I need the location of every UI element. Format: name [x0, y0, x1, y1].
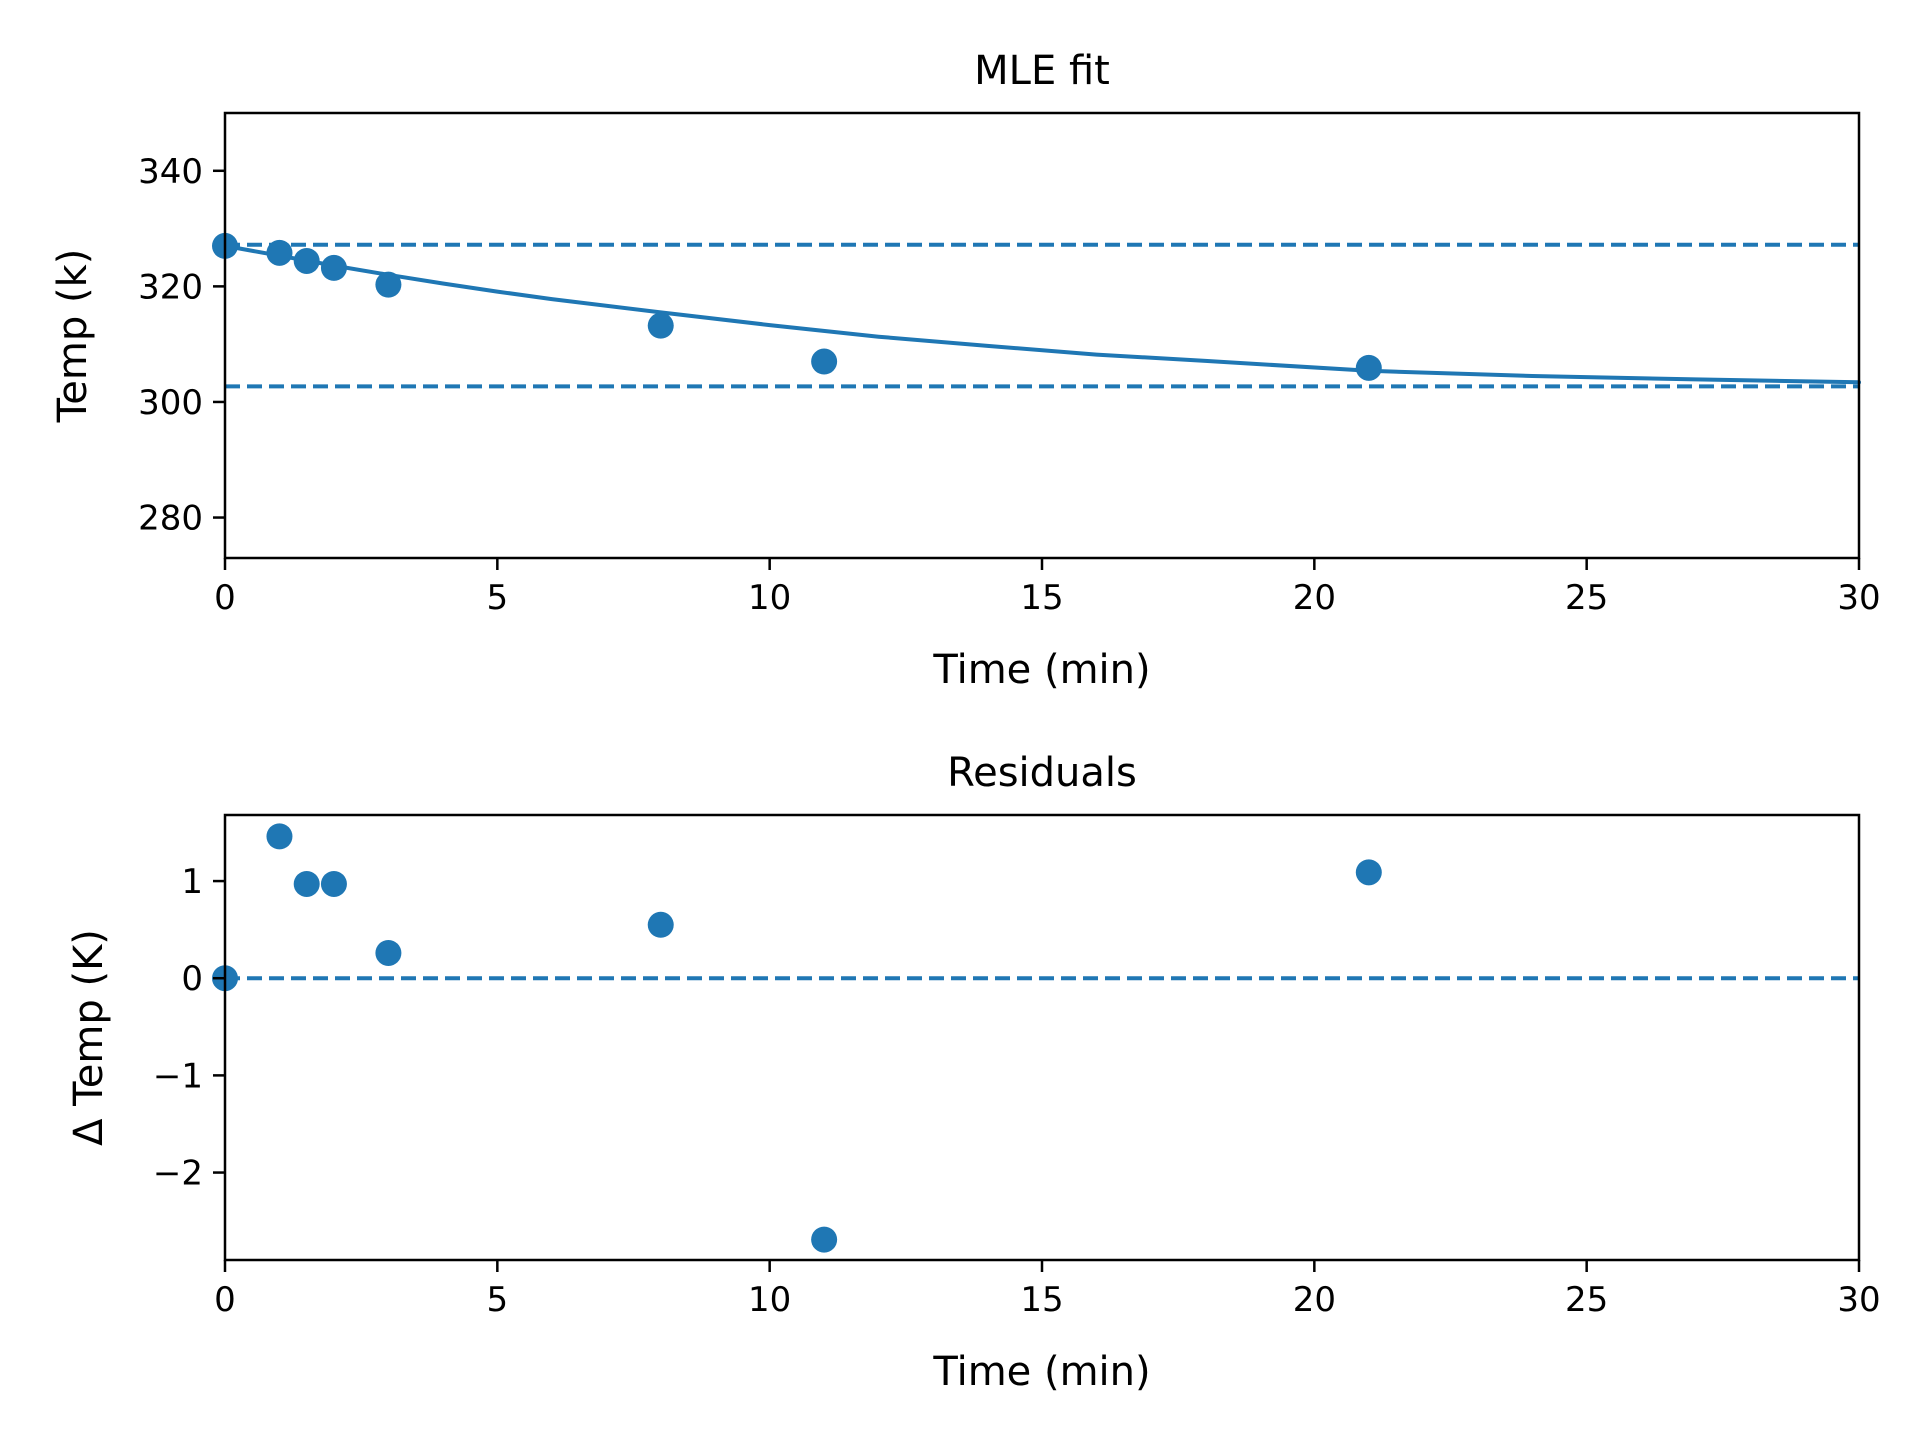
residuals-x-tick-label: 25: [1565, 1280, 1608, 1320]
mle-fit-data-point: [1355, 354, 1382, 381]
residuals-y-axis-label: Δ Temp (K): [66, 929, 112, 1146]
mle-fit-x-tick-label: 10: [748, 578, 791, 618]
residuals-data-point: [375, 939, 402, 966]
residuals-y-tick-label: −1: [153, 1056, 203, 1096]
mle-fit-panel: MLE fit 0 5 10 15 20 25 30 280 300 320 340 Time (m…: [50, 48, 1881, 693]
residuals-y-tick-label: −2: [153, 1154, 203, 1194]
mle-fit-data-point: [266, 239, 293, 266]
mle-fit-y-tick-label: 300: [138, 383, 203, 423]
mle-fit-fit-curve: [223, 243, 1861, 385]
residuals-data-point: [266, 823, 293, 850]
mle-fit-y-tick-label: 280: [138, 499, 203, 539]
residuals-plot-area: [212, 823, 1859, 1253]
mle-fit-plot-area: [212, 232, 1861, 389]
residuals-data-point: [647, 911, 674, 938]
mle-fit-y-axis-label: Temp (k): [50, 249, 96, 424]
residuals-x-axis-label: Time (min): [932, 1349, 1150, 1395]
residuals-x-tick-label: 10: [748, 1280, 791, 1320]
residuals-data-point: [1355, 859, 1382, 886]
residuals-y-tick-label: 1: [181, 862, 203, 902]
mle-fit-x-tick-label: 0: [214, 578, 236, 618]
mle-fit-x-tick-label: 20: [1293, 578, 1336, 618]
mle-fit-x-tick-label: 25: [1565, 578, 1608, 618]
residuals-data-point: [811, 1226, 838, 1253]
mle-fit-data-point: [320, 254, 347, 281]
mle-fit-y-tick-label: 340: [138, 152, 203, 192]
residuals-ticks: 0 5 10 15 20 25 30 −2 −1 0 1: [153, 862, 1881, 1320]
residuals-x-tick-label: 5: [487, 1280, 509, 1320]
residuals-x-tick-label: 30: [1837, 1280, 1880, 1320]
mle-fit-y-tick-label: 320: [138, 267, 203, 307]
mle-fit-x-axis-label: Time (min): [932, 647, 1150, 693]
mle-fit-data-point: [375, 271, 402, 298]
mle-fit-x-tick-label: 15: [1020, 578, 1063, 618]
mle-fit-data-point: [647, 312, 674, 339]
mle-fit-ticks: 0 5 10 15 20 25 30 280 300 320 340: [138, 152, 1881, 618]
residuals-title: Residuals: [947, 750, 1137, 796]
residuals-panel: Residuals 0 5 10 15 20 25 30−2−101 Time (min) …: [66, 750, 1881, 1395]
mle-fit-data-point: [811, 348, 838, 375]
residuals-x-tick-label: 20: [1293, 1280, 1336, 1320]
residuals-data-point: [320, 870, 347, 897]
residuals-x-tick-label: 15: [1020, 1280, 1063, 1320]
residuals-data-point: [293, 870, 320, 897]
mle-fit-title: MLE fit: [974, 48, 1110, 94]
residuals-y-tick-label: 0: [181, 959, 203, 999]
mle-fit-x-tick-label: 5: [487, 578, 509, 618]
mle-fit-data-point: [293, 247, 320, 274]
residuals-x-tick-label: 0: [214, 1280, 236, 1320]
mle-fit-x-tick-label: 30: [1837, 578, 1880, 618]
